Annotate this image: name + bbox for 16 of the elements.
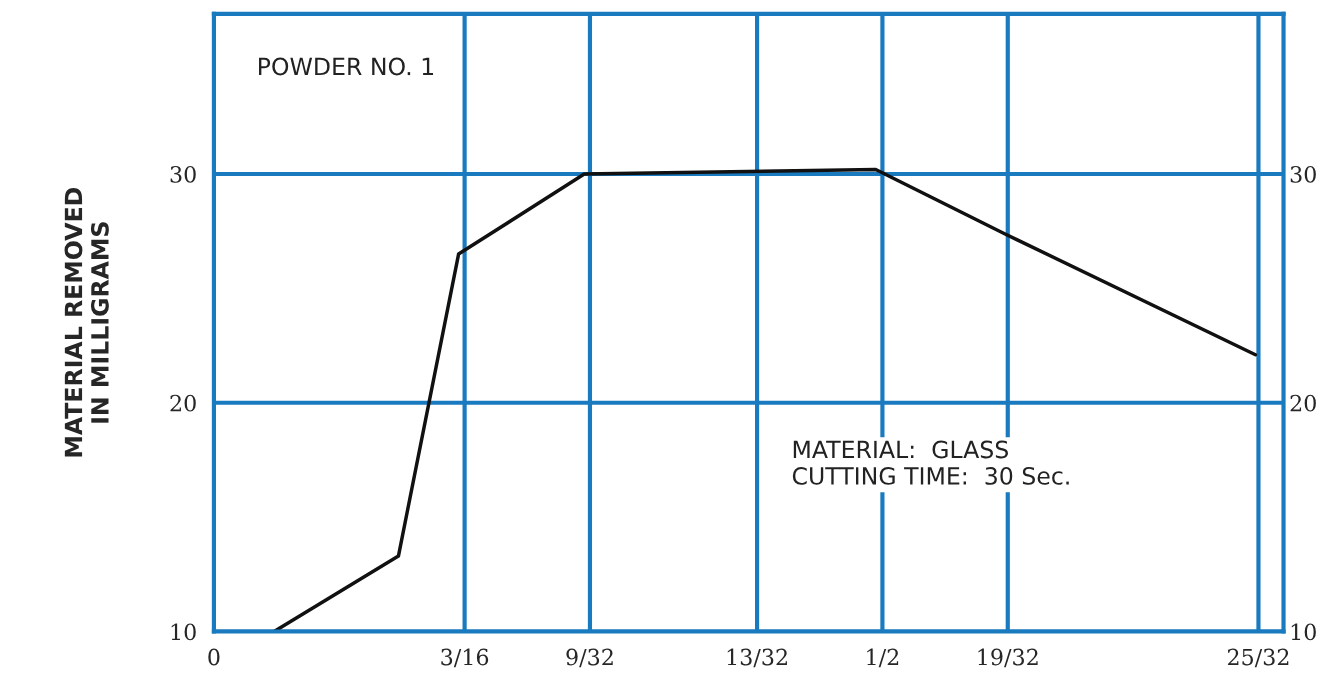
x-tick-label: 1/2 bbox=[867, 648, 899, 668]
x-tick-label: 19/32 bbox=[978, 648, 1038, 668]
annotation: POWDER NO. 1 bbox=[259, 57, 434, 76]
x-tick-label: 0 bbox=[208, 648, 220, 666]
y2-tick-label: 30 bbox=[1290, 165, 1316, 183]
y2-tick-label: 10 bbox=[1291, 623, 1316, 641]
y-tick-label: 20 bbox=[170, 394, 196, 412]
annotation: MATERIAL: GLASS CUTTING TIME: 30 Sec. bbox=[792, 440, 1069, 485]
y-tick-label: 10 bbox=[171, 623, 196, 641]
y2-tick-label: 20 bbox=[1290, 394, 1316, 412]
x-tick-label: 13/32 bbox=[727, 648, 787, 668]
x-tick-label: 3/16 bbox=[441, 648, 489, 668]
x-tick-label: 9/32 bbox=[566, 648, 613, 668]
y-axis-title: MATERIAL REMOVED IN MILLIGRAMS bbox=[64, 187, 109, 457]
y-tick-label: 30 bbox=[170, 165, 196, 183]
x-tick-label: 25/32 bbox=[1227, 648, 1289, 668]
